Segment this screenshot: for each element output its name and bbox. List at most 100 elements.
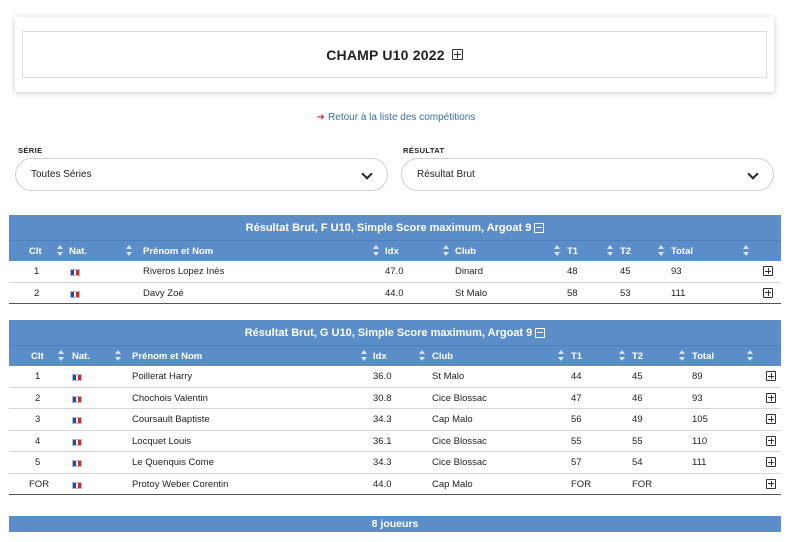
cell-idx: 30.8 (373, 392, 392, 404)
cell-t1: 48 (567, 266, 578, 277)
table-row[interactable]: 1 Poillerat Harry 36.0 St Malo 44 45 89 (9, 366, 781, 388)
back-to-competitions-link[interactable]: ➜ Retour à la liste des compétitions (0, 112, 792, 123)
col-nat[interactable]: Nat. (72, 351, 90, 362)
cell-t2: 45 (632, 371, 643, 382)
sort-icon[interactable] (57, 245, 63, 256)
sort-icon[interactable] (658, 245, 664, 256)
cell-total: 93 (671, 266, 682, 277)
serie-label: SÉRIE (18, 146, 43, 155)
col-total[interactable]: Total (671, 246, 693, 257)
expand-plus-icon[interactable] (766, 371, 776, 381)
expand-plus-icon[interactable] (763, 287, 773, 298)
col-t2[interactable]: T2 (620, 246, 632, 257)
cell-t1: 56 (571, 414, 582, 425)
col-t1[interactable]: T1 (571, 351, 583, 362)
col-name[interactable]: Prénom et Nom (132, 351, 203, 362)
cell-name: Coursault Baptiste (132, 414, 210, 425)
back-link-label: Retour à la liste des compétitions (328, 112, 476, 123)
cell-clt: 1 (34, 266, 40, 277)
france-flag-icon (70, 269, 80, 276)
cell-total: 105 (692, 414, 708, 425)
results-table-g-u10: Résultat Brut, G U10, Simple Score maxim… (9, 320, 781, 495)
competition-title-text: CHAMP U10 2022 (326, 46, 445, 63)
table-row[interactable]: 5 Le Quenquis Come 34.3 Cice Blossac 57 … (9, 452, 781, 474)
expand-plus-icon[interactable] (763, 266, 773, 276)
sort-icon[interactable] (115, 350, 121, 361)
france-flag-icon (72, 395, 82, 403)
serie-select[interactable]: Toutes Séries (15, 158, 388, 191)
cell-idx: 36.0 (373, 371, 392, 382)
resultat-select[interactable]: Résultat Brut (401, 158, 774, 191)
sort-icon[interactable] (679, 350, 685, 361)
france-flag-icon (72, 438, 82, 446)
table-row[interactable]: 2 Davy Zoé 44.0 St Malo 58 53 111 (9, 283, 781, 304)
expand-plus-icon[interactable] (766, 457, 776, 467)
sort-icon[interactable] (419, 350, 425, 361)
results-table-title[interactable]: Résultat Brut, F U10, Simple Score maxim… (9, 215, 781, 240)
cell-clt: 3 (35, 414, 41, 425)
collapse-minus-icon[interactable] (535, 327, 546, 338)
cell-idx: 34.3 (373, 457, 392, 468)
sort-icon[interactable] (361, 350, 367, 361)
cell-idx: 36.1 (373, 435, 392, 447)
cell-clt: 2 (34, 287, 40, 299)
table-row[interactable]: 4 Locquet Louis 36.1 Cice Blossac 55 55 … (9, 431, 781, 452)
sort-icon[interactable] (126, 245, 132, 256)
col-total[interactable]: Total (692, 351, 714, 362)
col-nat[interactable]: Nat. (69, 246, 87, 257)
expand-plus-icon[interactable] (766, 478, 776, 489)
cell-idx: 34.3 (373, 414, 392, 425)
expand-plus-icon[interactable] (451, 48, 463, 60)
cell-clt: 5 (35, 457, 41, 468)
col-club[interactable]: Club (455, 246, 477, 257)
expand-plus-icon[interactable] (766, 414, 776, 424)
cell-t1: FOR (571, 478, 592, 490)
table-row[interactable]: FOR Protoy Weber Corentin 44.0 Cap Malo … (9, 474, 781, 495)
results-table-title[interactable]: Résultat Brut, G U10, Simple Score maxim… (9, 320, 781, 345)
cell-club: St Malo (455, 287, 488, 299)
chevron-down-icon (361, 168, 373, 180)
col-t2[interactable]: T2 (632, 351, 644, 362)
sort-icon[interactable] (747, 350, 753, 361)
sort-icon[interactable] (373, 245, 379, 256)
sort-icon[interactable] (558, 350, 564, 361)
col-idx[interactable]: Idx (385, 246, 399, 257)
sort-icon[interactable] (443, 245, 449, 256)
sort-icon[interactable] (554, 245, 560, 256)
col-idx[interactable]: Idx (373, 351, 387, 362)
cell-t2: 54 (632, 457, 643, 468)
expand-plus-icon[interactable] (766, 435, 776, 446)
collapse-minus-icon[interactable] (534, 222, 545, 233)
cell-t2: 49 (632, 414, 643, 425)
sort-icon[interactable] (58, 350, 64, 361)
cell-idx: 47.0 (385, 266, 404, 277)
results-table-f-u10: Résultat Brut, F U10, Simple Score maxim… (9, 215, 781, 304)
col-name[interactable]: Prénom et Nom (143, 246, 214, 257)
cell-clt: 2 (35, 392, 41, 404)
cell-idx: 44.0 (385, 287, 404, 299)
sort-icon[interactable] (743, 245, 749, 256)
france-flag-icon (72, 460, 82, 467)
cell-t2: 53 (620, 287, 631, 299)
col-clt[interactable]: Clt (29, 246, 42, 257)
col-club[interactable]: Club (432, 351, 454, 362)
cell-club: St Malo (432, 371, 465, 382)
expand-plus-icon[interactable] (766, 392, 776, 403)
serie-select-value: Toutes Séries (31, 169, 92, 180)
cell-name: Davy Zoé (143, 287, 184, 299)
cell-t2: 45 (620, 266, 631, 277)
table-row[interactable]: 2 Chochois Valentin 30.8 Cice Blossac 47… (9, 388, 781, 409)
cell-club: Cap Malo (432, 414, 473, 425)
cell-clt: 4 (35, 435, 41, 447)
col-t1[interactable]: T1 (567, 246, 579, 257)
col-clt[interactable]: Clt (31, 351, 44, 362)
sort-icon[interactable] (607, 245, 613, 256)
cell-name: Poillerat Harry (132, 371, 193, 382)
cell-name: Locquet Louis (132, 435, 192, 447)
table-row[interactable]: 1 Riveros Lopez Inès 47.0 Dinard 48 45 9… (9, 261, 781, 283)
table-row[interactable]: 3 Coursault Baptiste 34.3 Cap Malo 56 49… (9, 409, 781, 431)
cell-t2: 55 (632, 435, 643, 447)
competition-title-box: CHAMP U10 2022 (22, 31, 767, 78)
competition-title[interactable]: CHAMP U10 2022 (326, 47, 463, 63)
sort-icon[interactable] (619, 350, 625, 361)
